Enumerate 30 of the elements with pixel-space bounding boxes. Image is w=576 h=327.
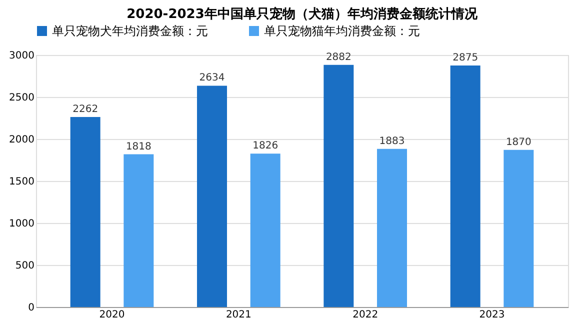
bar [377, 148, 407, 307]
x-tick-label: 2020 [99, 310, 125, 320]
x-tick-label: 2022 [352, 310, 378, 320]
y-tick-label: 500 [15, 260, 34, 272]
x-tick-label: 2021 [226, 310, 252, 320]
data-label: 1883 [379, 136, 405, 147]
bar [124, 154, 154, 307]
legend-label: 单只宠物猫年均消费金额：元 [264, 24, 420, 38]
y-tick-label: 2500 [9, 92, 34, 104]
data-label: 2262 [72, 104, 98, 115]
y-tick-label: 3000 [9, 50, 34, 62]
bar [70, 116, 100, 307]
y-tick-label: 1500 [9, 176, 34, 188]
bar [324, 64, 354, 307]
y-tick-label: 0 [28, 302, 34, 314]
bar [504, 150, 534, 307]
legend-label: 单只宠物犬年均消费金额：元 [52, 24, 208, 38]
bar [197, 86, 227, 307]
y-tick-label: 2000 [9, 134, 34, 146]
bar [450, 66, 480, 307]
data-label: 1818 [126, 141, 152, 152]
data-label: 1870 [506, 136, 532, 148]
data-label: 2882 [326, 52, 352, 63]
y-tick-label: 1000 [9, 218, 34, 230]
x-tick-label: 2023 [479, 310, 505, 320]
chart-title: 2020-2023年中国单只宠物（犬猫）年均消费金额统计情况 [126, 6, 478, 22]
bar [250, 154, 280, 307]
data-label: 1826 [252, 140, 278, 152]
data-label: 2875 [452, 52, 478, 64]
data-label: 2634 [199, 72, 225, 84]
